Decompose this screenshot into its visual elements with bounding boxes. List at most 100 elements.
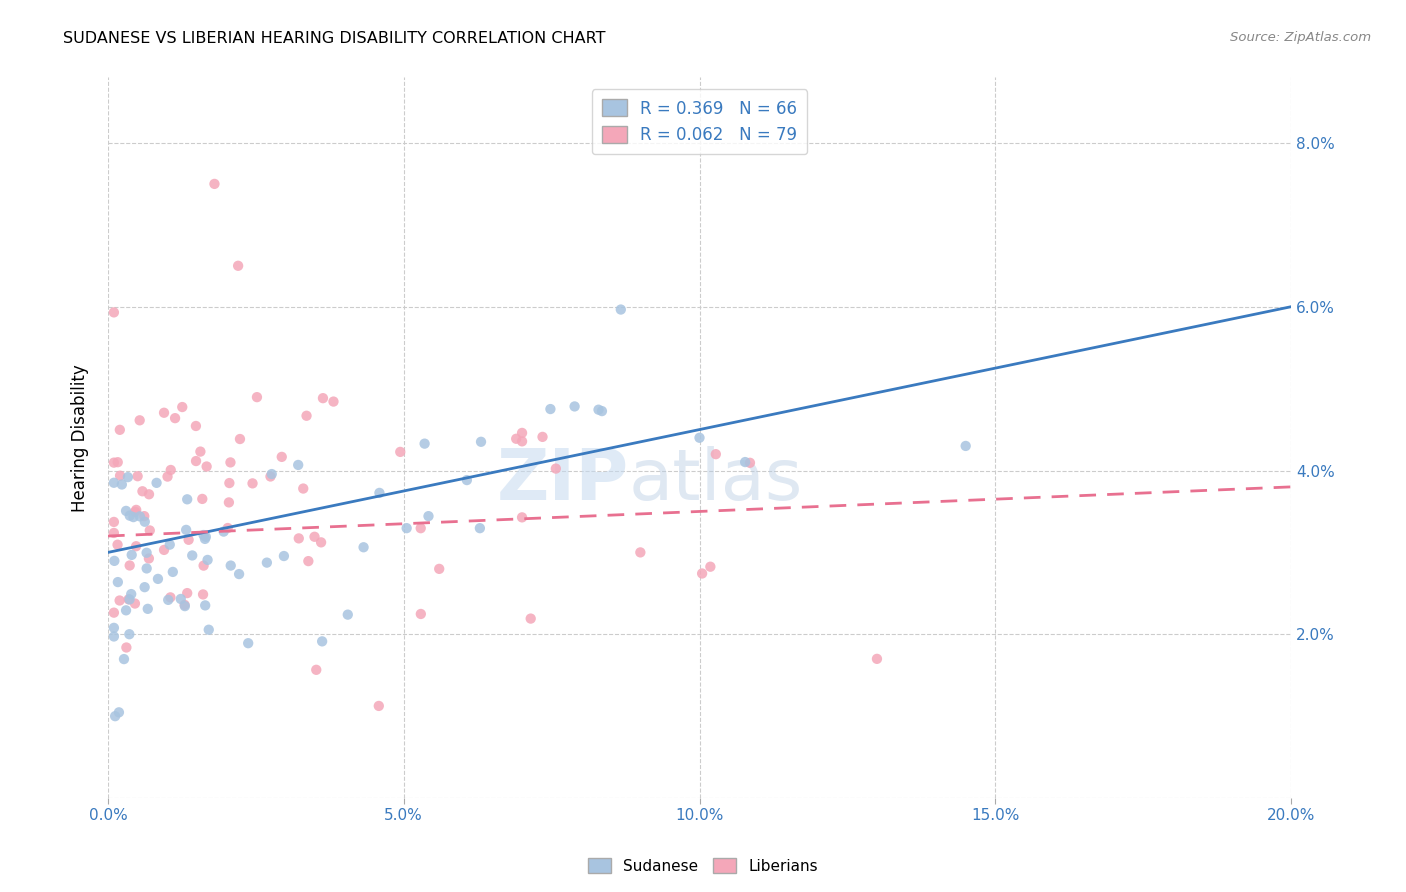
Point	[120, 587, 142, 601]
Point	[628, 545, 651, 559]
Point	[124, 597, 146, 611]
Point	[170, 591, 193, 606]
Point	[531, 430, 554, 444]
Point	[122, 510, 145, 524]
Point	[103, 515, 125, 529]
Point	[287, 458, 309, 472]
Point	[184, 454, 207, 468]
Point	[108, 423, 131, 437]
Point	[510, 434, 533, 449]
Point	[115, 504, 138, 518]
Point	[238, 636, 260, 650]
Point	[226, 259, 249, 273]
Point	[389, 445, 412, 459]
Point	[103, 475, 125, 490]
Point	[336, 607, 359, 622]
Text: ZIP: ZIP	[496, 447, 628, 516]
Point	[273, 549, 295, 563]
Point	[544, 461, 567, 475]
Point	[194, 599, 217, 613]
Point	[124, 505, 146, 519]
Point	[197, 623, 219, 637]
Point	[194, 530, 217, 544]
Point	[699, 559, 721, 574]
Y-axis label: Hearing Disability: Hearing Disability	[72, 364, 89, 512]
Point	[510, 510, 533, 524]
Point	[312, 391, 335, 405]
Point	[103, 554, 125, 568]
Point	[134, 580, 156, 594]
Point	[177, 533, 200, 547]
Point	[145, 475, 167, 490]
Point	[591, 404, 613, 418]
Point	[190, 444, 212, 458]
Point	[195, 459, 218, 474]
Point	[134, 509, 156, 524]
Point	[690, 566, 713, 581]
Point	[955, 439, 977, 453]
Point	[108, 593, 131, 607]
Point	[191, 491, 214, 506]
Point	[125, 539, 148, 553]
Point	[409, 607, 432, 621]
Point	[704, 447, 727, 461]
Point	[125, 503, 148, 517]
Point	[288, 532, 311, 546]
Point	[427, 562, 450, 576]
Point	[217, 521, 239, 535]
Point	[111, 477, 134, 491]
Point	[734, 455, 756, 469]
Point	[103, 606, 125, 620]
Point	[505, 432, 527, 446]
Point	[159, 463, 181, 477]
Point	[218, 476, 240, 491]
Point	[564, 400, 586, 414]
Point	[153, 406, 176, 420]
Point	[108, 468, 131, 483]
Point	[128, 413, 150, 427]
Point	[738, 456, 761, 470]
Point	[260, 467, 283, 481]
Point	[121, 548, 143, 562]
Point	[118, 592, 141, 607]
Point	[184, 419, 207, 434]
Legend: R = 0.369   N = 66, R = 0.062   N = 79: R = 0.369 N = 66, R = 0.062 N = 79	[592, 89, 807, 154]
Point	[228, 567, 250, 582]
Point	[103, 305, 125, 319]
Point	[470, 434, 492, 449]
Point	[172, 400, 194, 414]
Point	[156, 469, 179, 483]
Point	[409, 521, 432, 535]
Point	[468, 521, 491, 535]
Point	[219, 455, 242, 469]
Point	[610, 302, 633, 317]
Point	[118, 627, 141, 641]
Point	[176, 586, 198, 600]
Point	[367, 698, 389, 713]
Point	[218, 495, 240, 509]
Point	[193, 558, 215, 573]
Point	[134, 515, 156, 529]
Point	[197, 553, 219, 567]
Point	[127, 469, 149, 483]
Point	[112, 652, 135, 666]
Text: SUDANESE VS LIBERIAN HEARING DISABILITY CORRELATION CHART: SUDANESE VS LIBERIAN HEARING DISABILITY …	[63, 31, 606, 46]
Point	[246, 390, 269, 404]
Point	[118, 558, 141, 573]
Point	[139, 524, 162, 538]
Point	[322, 394, 344, 409]
Point	[418, 509, 440, 524]
Point	[413, 436, 436, 450]
Point	[103, 630, 125, 644]
Point	[165, 411, 187, 425]
Point	[157, 593, 180, 607]
Point	[135, 546, 157, 560]
Point	[538, 402, 561, 417]
Point	[292, 482, 315, 496]
Point	[588, 402, 610, 417]
Point	[103, 621, 125, 635]
Point	[173, 599, 195, 614]
Point	[159, 538, 181, 552]
Point	[107, 575, 129, 590]
Point	[510, 425, 533, 440]
